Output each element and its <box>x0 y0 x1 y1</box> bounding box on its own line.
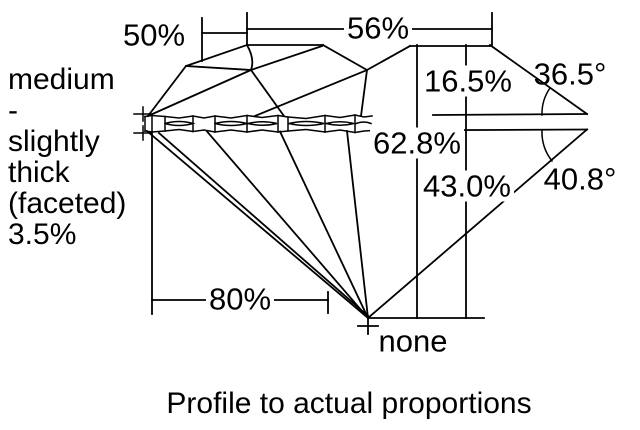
angle-arcs <box>541 86 554 163</box>
total-depth-label: 62.8% <box>370 127 464 159</box>
girdle-thickness-line: 3.5% <box>8 218 77 251</box>
girdle-thickness-label: medium - slightly thick (faceted) 3.5% <box>8 64 126 250</box>
diagram-caption: Profile to actual proportions <box>166 387 532 420</box>
culet-mark <box>357 317 485 335</box>
star-length-dimension <box>201 17 248 62</box>
culet-size-label: none <box>378 323 448 359</box>
girdle-thickness-line: medium <box>8 63 115 96</box>
crown-angle-arc <box>541 86 552 116</box>
crown-facets <box>146 43 369 118</box>
table-width-label: 56% <box>343 12 413 44</box>
star-length-label: 50% <box>122 17 186 53</box>
pavilion-depth-label: 43.0% <box>420 170 514 202</box>
crown-height-label: 16.5% <box>421 65 515 97</box>
girdle-thickness-line: - <box>8 94 18 127</box>
crown-angle-label: 36.5° <box>533 56 607 92</box>
pavilion-angle-label: 40.8° <box>543 161 617 197</box>
lower-girdle-label: 80% <box>205 283 275 315</box>
pavilion-facets <box>145 128 589 320</box>
girdle-thickness-line: (faceted) <box>8 187 127 220</box>
girdle-thickness-line: slightly <box>8 125 100 158</box>
girdle-thickness-ticks <box>133 106 152 141</box>
pavilion-angle-arc <box>541 129 554 163</box>
girdle-thickness-line: thick <box>8 156 70 189</box>
crown-outline <box>146 43 589 118</box>
girdle-band <box>144 114 373 134</box>
